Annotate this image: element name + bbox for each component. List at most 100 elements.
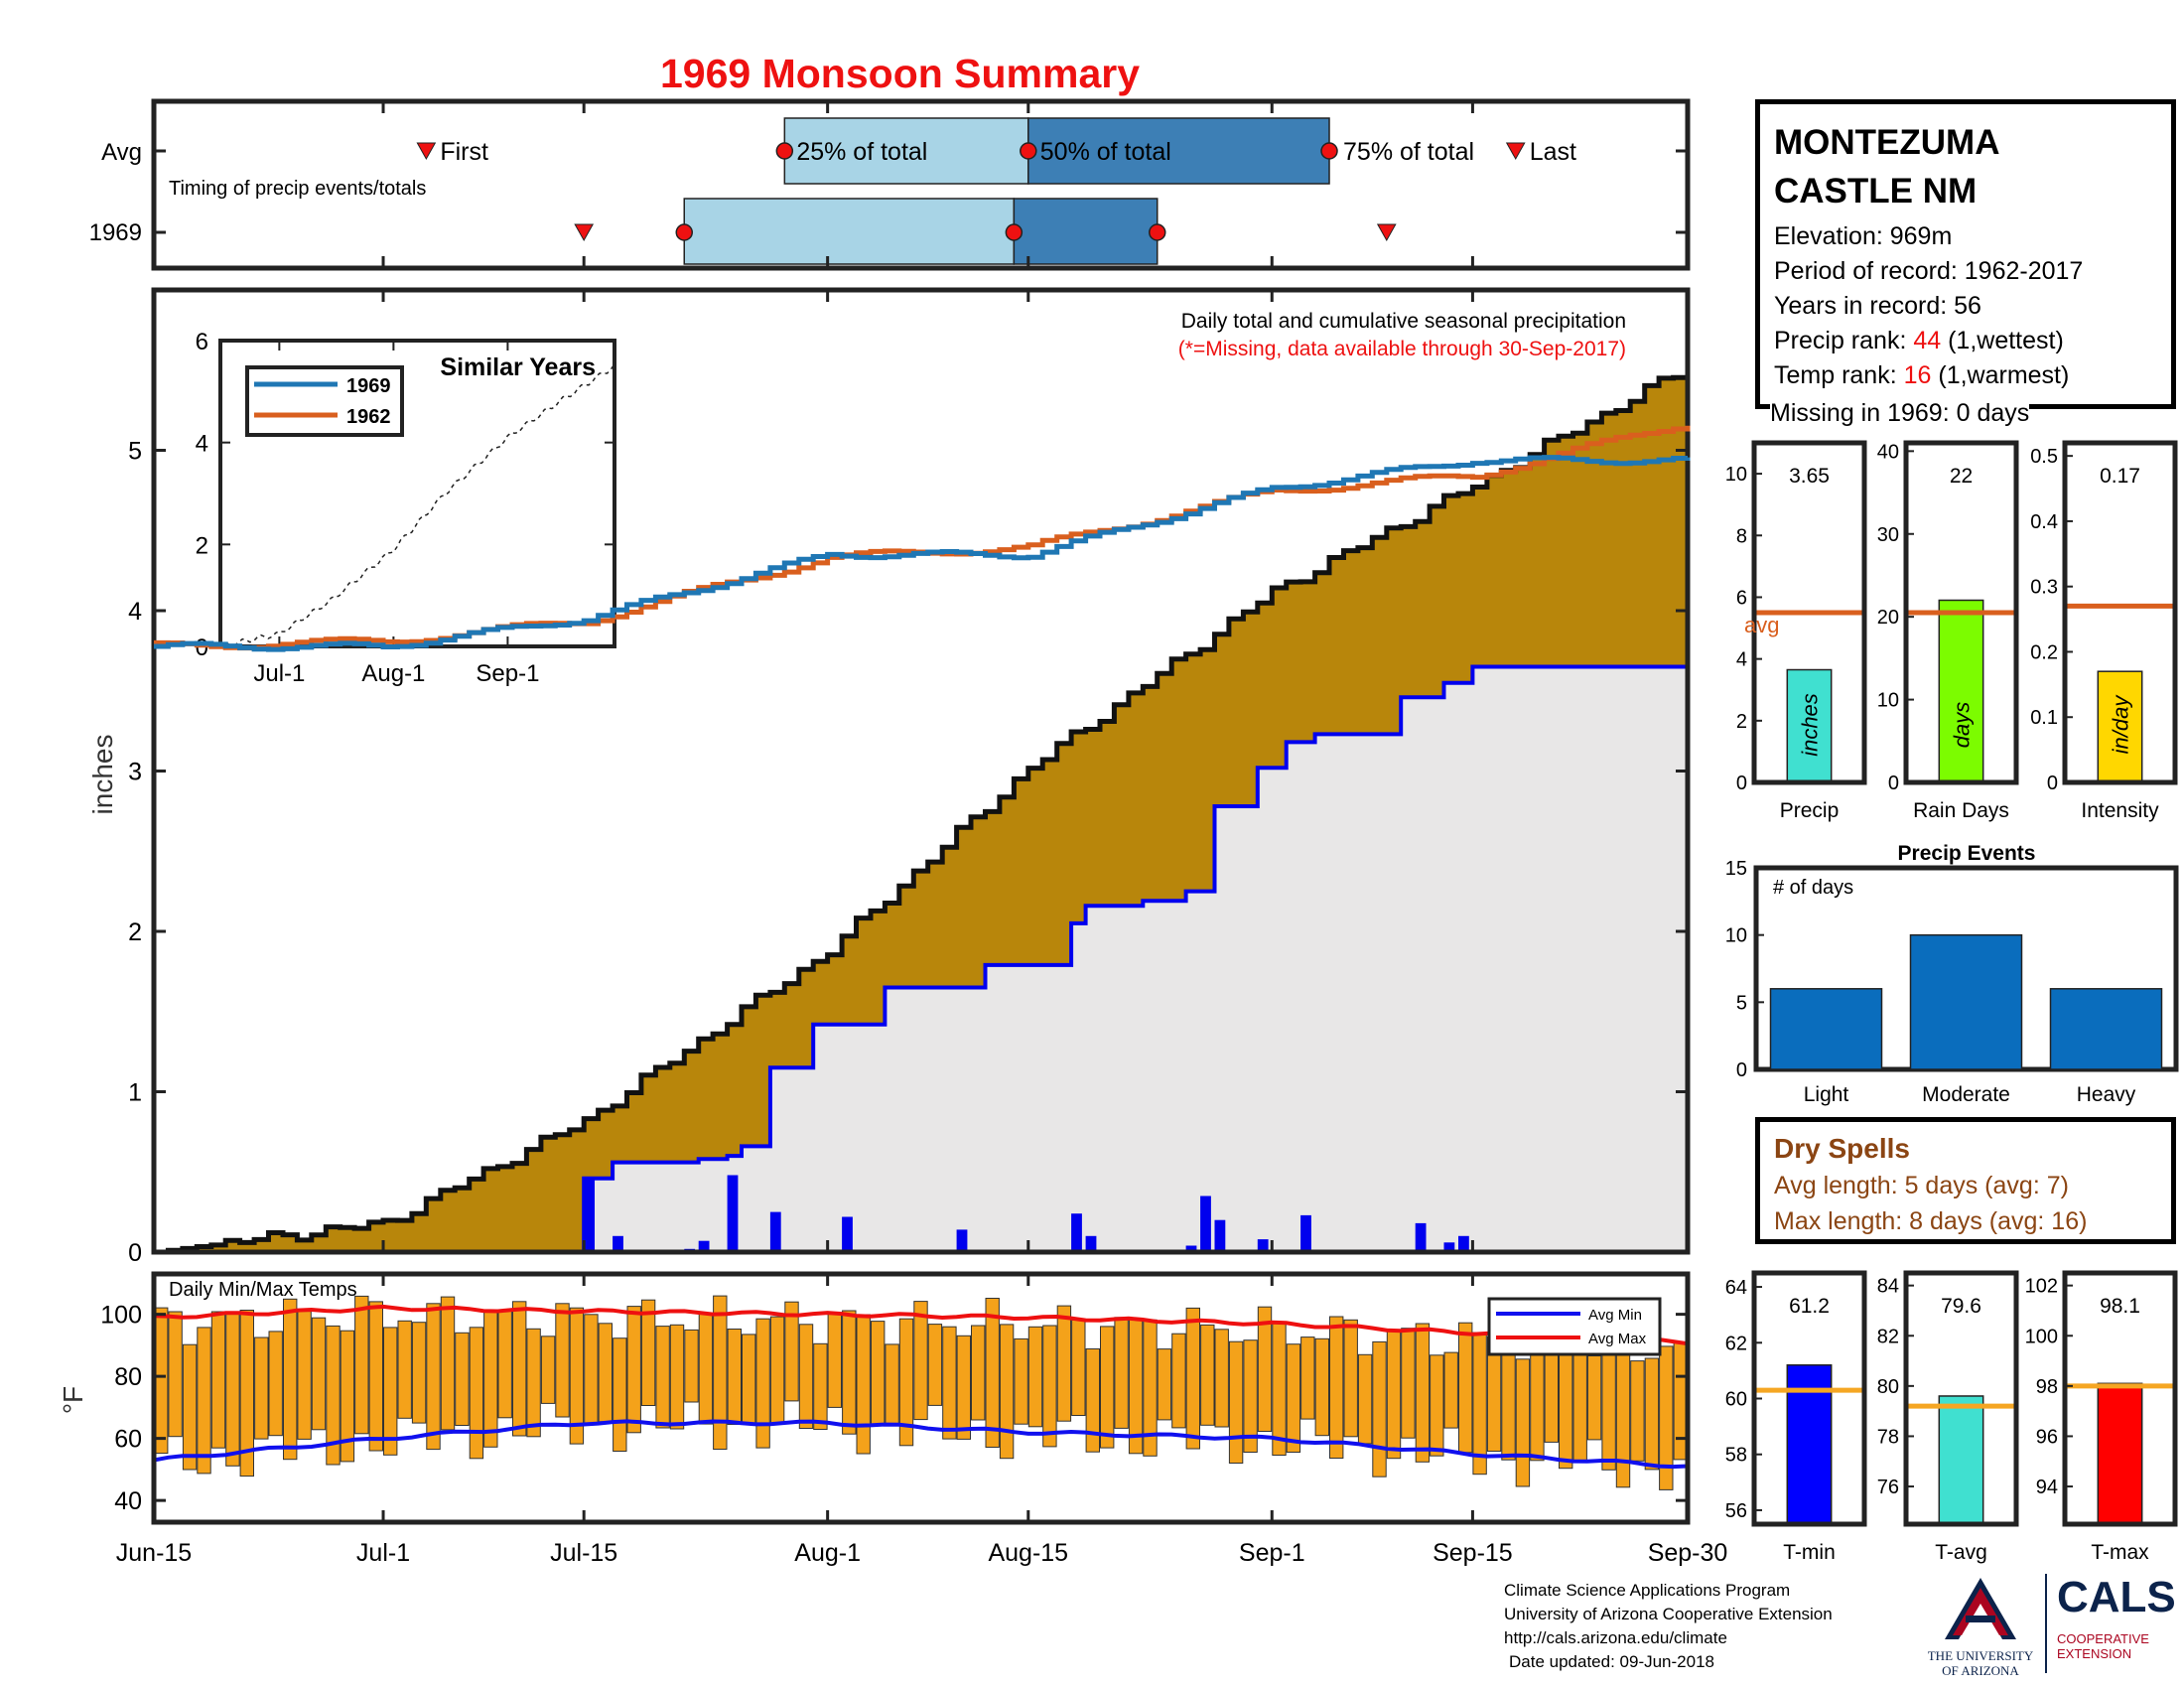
temp-day-bar xyxy=(640,1299,656,1406)
inset-1969-line xyxy=(154,455,1691,652)
intensity-summary-tick-label: 0 xyxy=(2047,773,2058,794)
temp-day-bar xyxy=(1515,1358,1531,1487)
temp-day-bar xyxy=(1586,1355,1602,1441)
temp-day-bar xyxy=(1673,1341,1688,1461)
cals-sub2: EXTENSION xyxy=(2057,1646,2132,1661)
temp-day-bar xyxy=(368,1301,384,1452)
temp-day-bar xyxy=(397,1320,412,1419)
precip-rank-label: Precip rank: xyxy=(1774,327,1914,354)
events-tick-label: 10 xyxy=(1725,925,1747,947)
temp-day-bar xyxy=(197,1327,211,1475)
daily-precip-bar xyxy=(613,1235,623,1252)
timing-avg-p75-marker xyxy=(1320,142,1338,160)
temp-day-bar xyxy=(1659,1345,1674,1490)
inset-ytick-label: 6 xyxy=(196,329,208,355)
tmax-summary-tick-label: 102 xyxy=(2025,1276,2058,1298)
cumulative-chart: 0 1 2 3 4 5 inches Daily total and cumulative… xyxy=(87,287,1691,1267)
events-category-label: Light xyxy=(1804,1083,1849,1106)
temp-day-bar xyxy=(354,1295,369,1435)
temp-day-bar xyxy=(225,1313,240,1467)
timing-avg-p50-marker xyxy=(1020,142,1037,160)
temp-day-bar xyxy=(956,1335,971,1440)
temp-day-bar xyxy=(283,1298,298,1461)
timing-year-q1-box xyxy=(683,198,1016,265)
station-name: MONTEZUMA CASTLE NM xyxy=(1774,118,2157,215)
footer-line3[interactable]: http://cals.arizona.edu/climate xyxy=(1504,1628,1727,1647)
tavg-summary-tick-label: 76 xyxy=(1877,1477,1899,1498)
inset-title: Similar Years xyxy=(440,353,596,381)
xtick-label: Jul-15 xyxy=(550,1539,617,1567)
precip-summary-tick-label: 6 xyxy=(1736,587,1747,609)
main-ytick-label: 3 xyxy=(128,759,142,786)
dry-spells-max: Max length: 8 days (avg: 16) xyxy=(1774,1207,2088,1235)
tavg-summary: 76 78 80 82 84 79.6 T-avg xyxy=(1877,1270,2019,1564)
tmin-summary-tick-label: 60 xyxy=(1725,1389,1747,1411)
temp-day-bar xyxy=(239,1310,255,1477)
temp-day-bar xyxy=(742,1334,756,1425)
events-title: Precip Events xyxy=(1898,842,2036,865)
temp-day-bar xyxy=(626,1306,641,1434)
daily-precip-bar xyxy=(1200,1196,1211,1252)
intensity-summary-frame xyxy=(2062,440,2178,785)
temp-day-bar xyxy=(684,1329,699,1403)
temp-day-bar xyxy=(1300,1336,1315,1420)
temp-day-bar xyxy=(154,1307,169,1455)
temp-day-bar xyxy=(512,1301,527,1437)
timing-year-p25-marker xyxy=(675,223,694,241)
inset-axes: 0 2 4 6 Jul-1 Aug-1 Sep-1 xyxy=(196,329,614,687)
temp-day-bar xyxy=(1401,1328,1416,1439)
raindays-summary-tick-label: 30 xyxy=(1877,524,1899,546)
precip-summary-unit: inches xyxy=(1798,693,1823,757)
temp-day-bar xyxy=(1257,1306,1273,1432)
inset-legend xyxy=(245,365,404,437)
raindays-summary-label: Rain Days xyxy=(1913,799,2009,822)
tmax-summary-value: 98.1 xyxy=(2100,1295,2140,1318)
avg-min-line xyxy=(153,1419,1689,1470)
timing-year-p75-marker xyxy=(1148,223,1166,241)
timing-year-last-marker xyxy=(1376,223,1397,242)
temp-day-bar xyxy=(1286,1343,1301,1453)
inset-ytick-label: 4 xyxy=(196,431,208,458)
main-caption: Daily total and cumulative seasonal prec… xyxy=(1181,310,1626,333)
temp-day-bar xyxy=(1415,1323,1431,1463)
temp-day-bar xyxy=(1042,1325,1057,1448)
precip-summary-tick-label: 0 xyxy=(1736,773,1747,794)
years-in-record: Years in record: 56 xyxy=(1774,292,1981,320)
temp-day-bar xyxy=(1085,1348,1100,1453)
temp-day-bar xyxy=(655,1326,670,1429)
daily-precip-bar xyxy=(727,1175,739,1252)
timing-p25-label: 25% of total xyxy=(796,138,927,166)
temp-day-bar xyxy=(426,1303,441,1451)
footer-credits: Climate Science Applications Program Uni… xyxy=(1504,1579,1833,1674)
temp-day-bar xyxy=(569,1307,585,1445)
events-bar xyxy=(1769,988,1883,1070)
timing-caption: Timing of precip events/totals xyxy=(169,178,426,200)
events-category-label: Moderate xyxy=(1922,1083,2010,1106)
precip-summary-frame xyxy=(1751,440,1867,785)
temp-day-bar xyxy=(727,1329,742,1425)
temp-plot-frame xyxy=(151,1271,1691,1525)
dry-spells-box: Dry Spells Avg length: 5 days (avg: 7) M… xyxy=(1755,1117,2176,1244)
temp-day-bar xyxy=(168,1311,183,1438)
temp-rank-value: 16 xyxy=(1903,361,1932,389)
missing-days: Missing in 1969: 0 days xyxy=(1770,396,2030,430)
precip-rank-value: 44 xyxy=(1913,327,1942,354)
tmin-summary-label: T-min xyxy=(1783,1541,1836,1564)
temperature-chart: 40 60 80 100 Daily Min/Max Temps °F Avg Min… xyxy=(58,1271,1691,1525)
timing-label-year: 1969 xyxy=(89,219,142,246)
timing-year-p50-marker xyxy=(1005,223,1024,241)
events-tick-label: 5 xyxy=(1736,992,1747,1014)
temp-day-bar xyxy=(871,1321,886,1425)
temp-day-bar xyxy=(182,1343,198,1471)
tmin-summary: 56 58 60 62 64 61.2 T-min xyxy=(1725,1270,1867,1564)
precip-summary-avg-label: avg xyxy=(1744,613,1779,637)
cals-logo: CALS COOPERATIVE EXTENSION xyxy=(2057,1574,2176,1662)
temp-day-bar xyxy=(1443,1351,1458,1429)
tmax-summary-tick-label: 98 xyxy=(2036,1376,2058,1398)
timing-first-label: First xyxy=(440,138,488,166)
university-logo: THE UNIVERSITY OF ARIZONA xyxy=(1916,1574,2045,1678)
tmax-summary-frame xyxy=(2062,1270,2178,1527)
tmin-summary-tick-label: 58 xyxy=(1725,1445,1747,1467)
precip-summary-tick-label: 4 xyxy=(1736,649,1747,671)
